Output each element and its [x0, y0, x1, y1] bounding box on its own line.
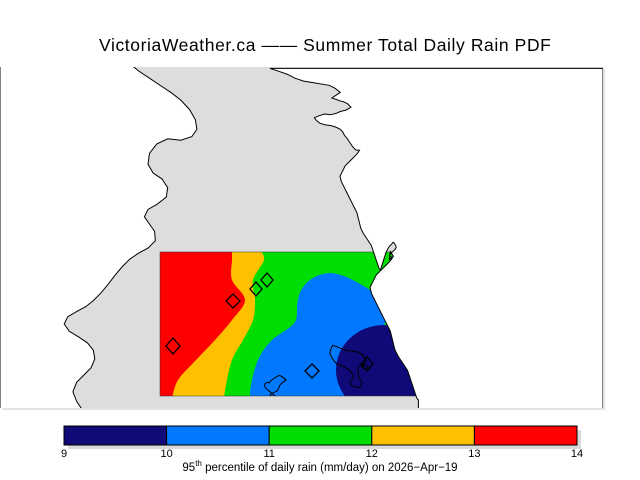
- svg-text:14: 14: [571, 448, 583, 460]
- svg-text:10: 10: [160, 448, 172, 460]
- svg-text:11: 11: [263, 448, 274, 460]
- svg-text:13: 13: [468, 448, 480, 460]
- svg-text:12: 12: [366, 448, 378, 460]
- svg-text:9: 9: [61, 448, 67, 460]
